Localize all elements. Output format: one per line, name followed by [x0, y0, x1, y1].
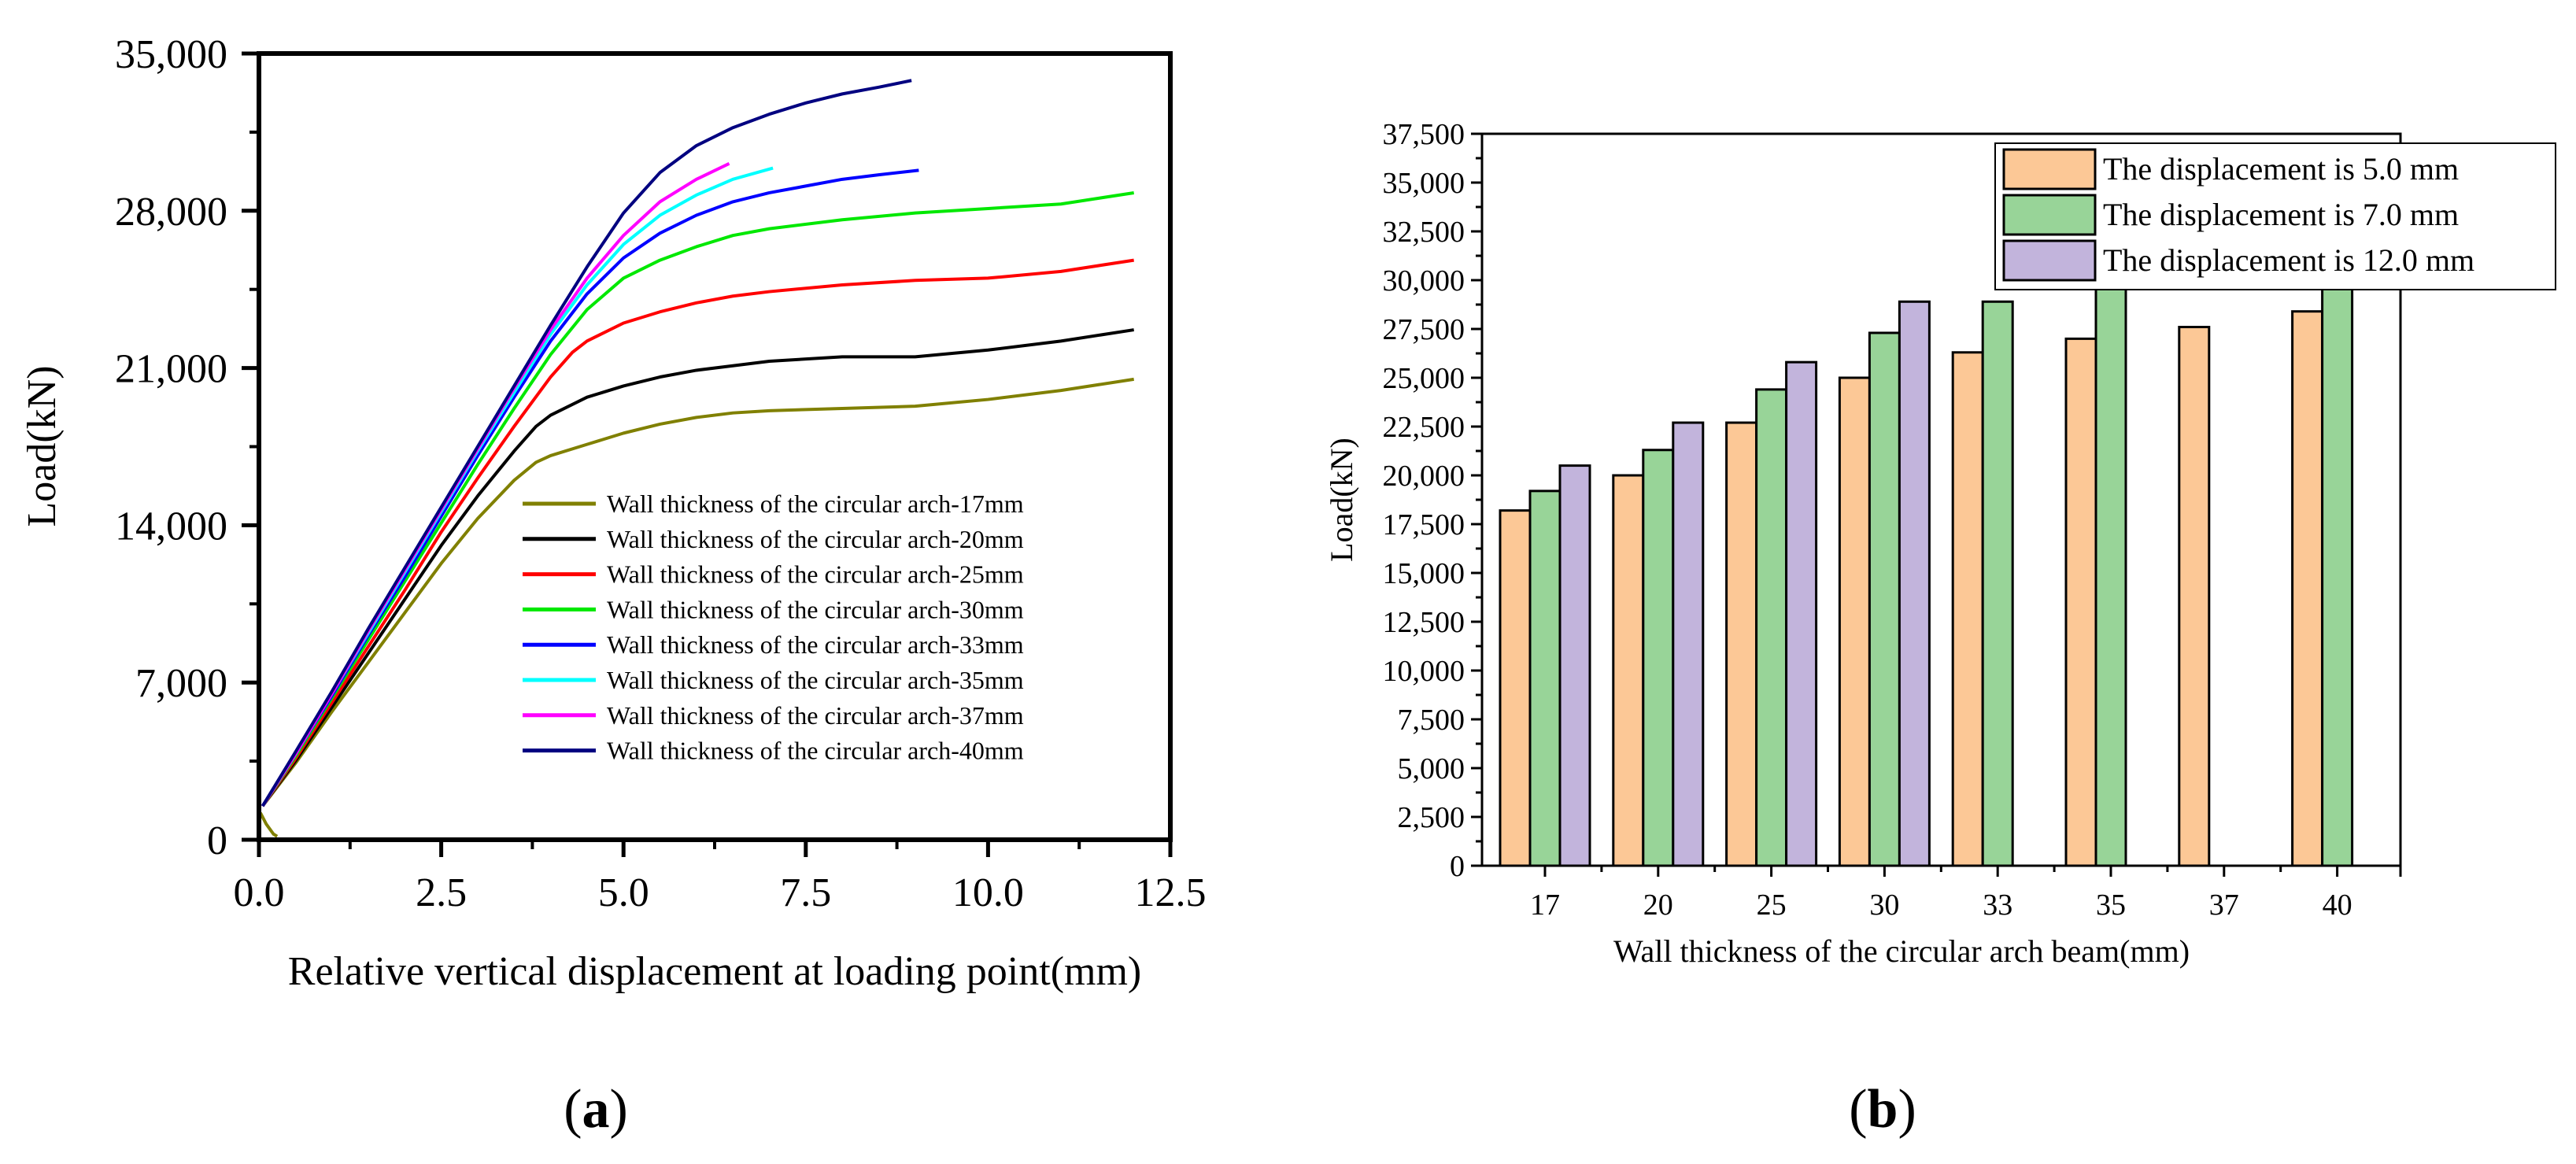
x-tick-label-b: 40: [2323, 889, 2352, 922]
y-tick-label-b: 10,000: [1383, 655, 1465, 688]
bar-25-series-0: [1725, 421, 1758, 866]
x-tick-label-a: 0.0: [234, 870, 285, 915]
x-axis-title-a: Relative vertical displacement at loadin…: [288, 949, 1141, 994]
panel-letter-b: b: [1868, 1079, 1898, 1140]
bar-33-series-0: [1951, 351, 1984, 866]
bar-17-series-1: [1528, 490, 1561, 866]
bar-25-series-1: [1755, 388, 1788, 866]
bar-40-series-0: [2291, 310, 2324, 866]
series-line-3: [261, 190, 1134, 807]
y-tick-label-a: 35,000: [115, 32, 227, 77]
y-tick-label-b: 22,500: [1383, 411, 1465, 444]
y-tick-label-b: 35,000: [1383, 167, 1465, 200]
y-tick-label-b: 37,500: [1383, 118, 1465, 151]
bar-17-series-0: [1499, 509, 1532, 866]
bar-33-series-1: [1981, 300, 2014, 866]
x-axis-title-b: Wall thickness of the circular arch beam…: [1613, 933, 2190, 969]
series-line-2: [261, 258, 1134, 807]
bar-35-series-0: [2064, 337, 2097, 866]
legend-label-b: The displacement is 5.0 mm: [2103, 151, 2459, 187]
y-tick-label-a: 0: [207, 818, 227, 863]
series-line-0: [261, 377, 1134, 807]
panel-label-a: (a): [564, 1079, 628, 1140]
y-tick-label-a: 14,000: [115, 504, 227, 549]
y-tick-label-b: 15,000: [1383, 557, 1465, 590]
x-tick-label-b: 35: [2096, 889, 2126, 922]
y-tick-label-b: 0: [1450, 850, 1465, 883]
legend-label-a: Wall thickness of the circular arch-35mm: [607, 666, 1024, 694]
bar-20-series-1: [1642, 449, 1675, 866]
x-tick-label-a: 2.5: [416, 870, 467, 915]
legend-label-b: The displacement is 7.0 mm: [2103, 197, 2459, 232]
x-tick-label-b: 30: [1869, 889, 1899, 922]
x-tick-label-a: 7.5: [780, 870, 831, 915]
bar-17-series-2: [1558, 464, 1591, 866]
plot-a-frame: [257, 51, 1173, 842]
legend-label-a: Wall thickness of the circular arch-25mm: [607, 560, 1024, 589]
legend-label-a: Wall thickness of the circular arch-40mm: [607, 737, 1024, 765]
y-tick-label-a: 7,000: [135, 661, 227, 706]
y-tick-label-b: 12,500: [1383, 606, 1465, 639]
x-tick-label-b: 17: [1530, 889, 1560, 922]
legend-b: The displacement is 5.0 mm The displaceme…: [1994, 142, 2556, 290]
x-tick-label-b: 33: [1983, 889, 2012, 922]
bar-30-series-1: [1868, 331, 1901, 866]
bar-37-series-0: [2178, 326, 2211, 866]
panel-a-line-chart: 0 7,000 14,000 21,000 28,000 35,000 0.0 2.5 5.0…: [20, 32, 1207, 1140]
x-tick-label-b: 37: [2209, 889, 2239, 922]
y-axis-title-b: Load(kN): [1324, 438, 1359, 562]
y-tick-label-a: 28,000: [115, 190, 227, 235]
y-tick-label-b: 27,500: [1383, 313, 1465, 346]
y-tick-label-b: 30,000: [1383, 264, 1465, 297]
x-tick-label-a: 10.0: [952, 870, 1024, 915]
bar-30-series-2: [1898, 300, 1931, 866]
legend-label-a: Wall thickness of the circular arch-37mm: [607, 701, 1024, 730]
plot-b-frame: [1480, 132, 2402, 867]
legend-swatch-b: [2002, 239, 2097, 282]
bar-35-series-1: [2094, 283, 2127, 866]
legend-label-a: Wall thickness of the circular arch-30mm: [607, 595, 1024, 623]
legend-label-a: Wall thickness of the circular arch-17mm: [607, 490, 1024, 518]
y-tick-label-b: 2,500: [1398, 801, 1465, 834]
y-tick-label-b: 5,000: [1398, 752, 1465, 785]
series-line-1: [261, 328, 1134, 807]
legend-label-b: The displacement is 12.0 mm: [2103, 242, 2474, 278]
bar-20-series-0: [1612, 474, 1645, 866]
legend-label-a: Wall thickness of the circular arch-20mm: [607, 525, 1024, 553]
panel-b-bar-chart: 0 2,500 5,000 7,500 10,000 12,500 15,000 17,500…: [1324, 118, 2556, 1140]
y-tick-label-b: 17,500: [1383, 508, 1465, 541]
bar-25-series-2: [1785, 360, 1818, 866]
series-line-7: [261, 79, 912, 807]
bar-40-series-1: [2321, 283, 2354, 866]
y-tick-label-b: 32,500: [1383, 216, 1465, 249]
legend-a: Wall thickness of the circular arch-17mm…: [523, 490, 1024, 765]
y-tick-label-a: 21,000: [115, 347, 227, 392]
y-axis-title-a: Load(kN): [20, 365, 65, 527]
legend-swatch-b: [2002, 148, 2097, 190]
bar-30-series-0: [1838, 376, 1871, 866]
y-tick-label-b: 20,000: [1383, 460, 1465, 493]
legend-label-a: Wall thickness of the circular arch-33mm: [607, 630, 1024, 659]
series-line-hook: [259, 811, 279, 838]
legend-swatch-b: [2002, 194, 2097, 236]
x-tick-label-a: 5.0: [598, 870, 649, 915]
y-tick-label-b: 7,500: [1398, 704, 1465, 737]
panel-letter-a: a: [582, 1079, 610, 1140]
panel-label-b: (b): [1849, 1079, 1916, 1140]
x-tick-label-b: 20: [1643, 889, 1673, 922]
y-tick-label-b: 25,000: [1383, 362, 1465, 395]
x-tick-label-a: 12.5: [1135, 870, 1207, 915]
bar-20-series-2: [1672, 421, 1705, 866]
x-tick-label-b: 25: [1757, 889, 1787, 922]
